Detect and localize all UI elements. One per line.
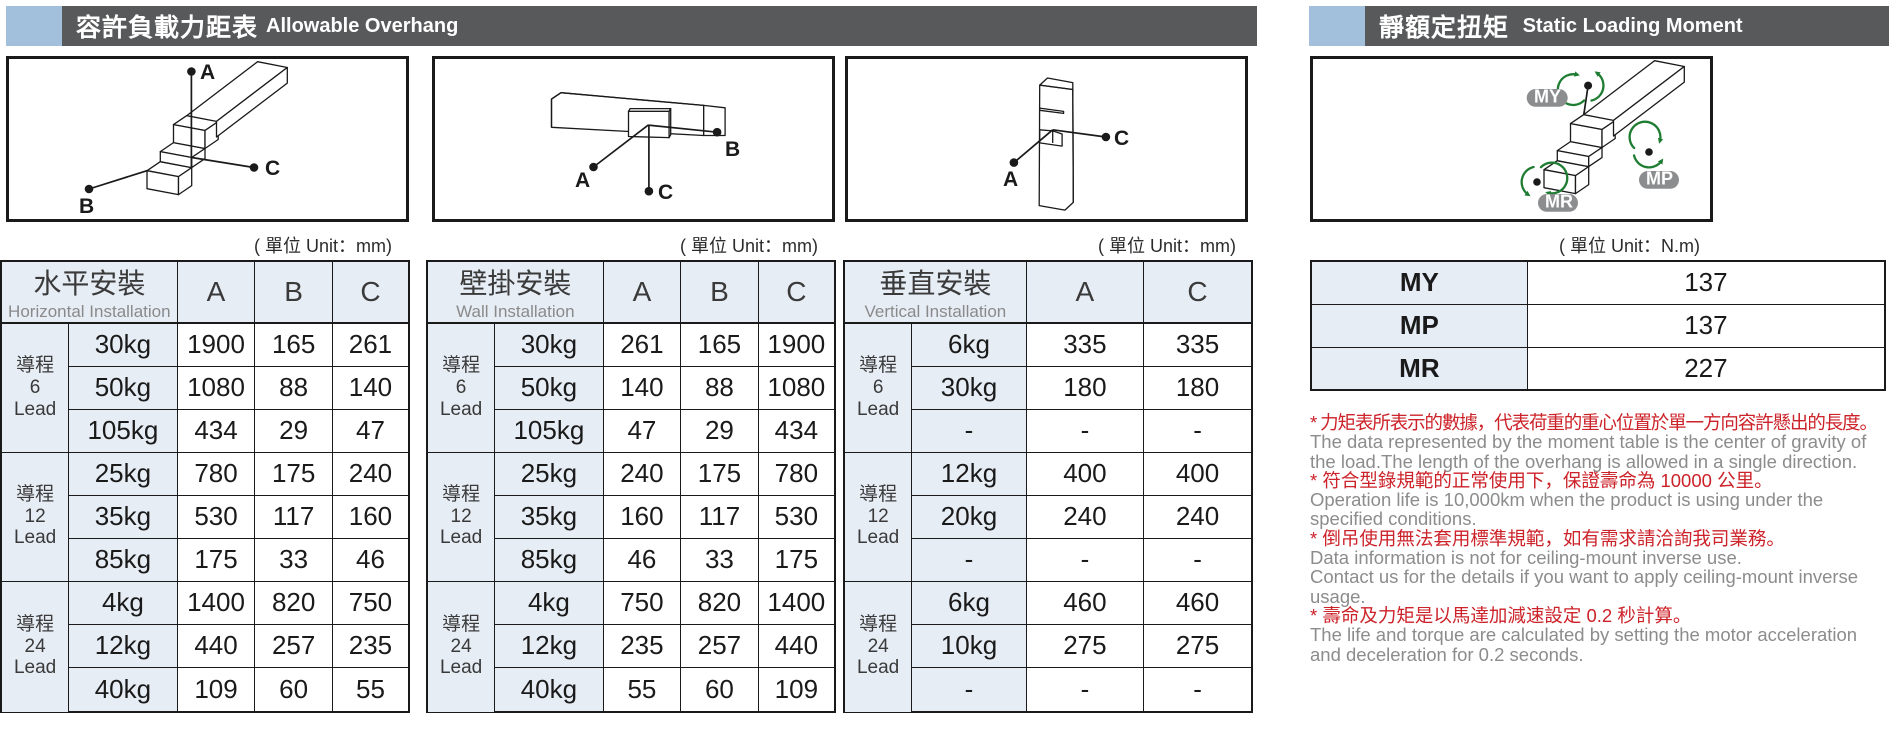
svg-text:C: C [265,157,280,180]
svg-text:C: C [1114,127,1129,150]
svg-text:B: B [79,195,94,218]
svg-text:A: A [1003,168,1018,191]
svg-text:MY: MY [1534,87,1561,107]
svg-text:MR: MR [1545,192,1573,212]
svg-text:C: C [658,181,673,204]
svg-text:A: A [200,61,215,84]
svg-text:A: A [575,169,590,192]
svg-text:MP: MP [1646,169,1673,189]
svg-text:B: B [725,138,740,161]
